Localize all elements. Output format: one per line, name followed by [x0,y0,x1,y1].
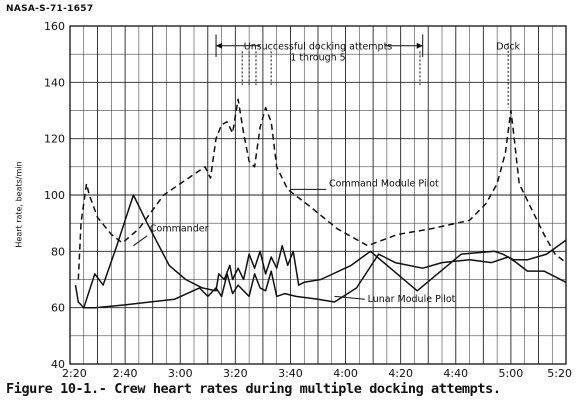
x-tick-label: 5:20 [547,367,572,380]
label-commander: Commander [150,224,209,235]
y-tick-label: 100 [44,189,65,202]
y-tick-label: 140 [44,76,65,89]
x-tick-label: 3:00 [168,367,193,380]
label-lunar-module-pilot: Lunar Module Pilot [368,294,456,305]
bracket-left-arrow [216,42,223,49]
document-id: NASA-S-71-1657 [6,4,94,14]
y-tick-label: 160 [44,20,65,33]
y-tick-label: 40 [51,358,65,371]
commander-line [83,194,567,308]
y-tick-label: 60 [51,302,65,315]
leader-line [133,235,148,247]
annotation-dock: Dock [496,42,520,53]
x-tick-label: 4:20 [388,367,413,380]
command-module-pilot-line [77,98,567,280]
x-tick-label: 2:20 [62,367,87,380]
plot-frame [69,25,567,365]
figure-caption: Figure 10-1.- Crew heart rates during mu… [6,381,501,397]
leader-line [334,295,365,300]
annotation-unsuccessful-docking: Unsuccessful docking attempts [244,42,393,53]
annotation-attempts-range: 1 through 5 [290,53,345,64]
x-tick-label: 4:40 [443,367,468,380]
x-tick-label: 2:40 [113,367,138,380]
x-tick-label: 3:20 [223,367,248,380]
lunar-module-pilot-line [74,253,567,309]
x-tick-label: 4:00 [333,367,358,380]
x-tick-label: 3:40 [278,367,303,380]
y-tick-label: 80 [51,245,65,258]
series-lines [74,98,567,309]
label-command-module-pilot: Command Module Pilot [329,179,439,190]
x-tick-label: 5:00 [499,367,524,380]
series-labels: Commander Command Module Pilot Lunar Modul… [133,179,456,305]
axis-ticks: 40 60 80 100 120 140 160 2:20 2:40 3:00 3:20 3:40 4:… [44,20,572,380]
y-axis-label: Heart rate, beats/min [14,161,24,248]
bracket-right-arrow [416,42,423,49]
y-tick-label: 120 [44,133,65,146]
